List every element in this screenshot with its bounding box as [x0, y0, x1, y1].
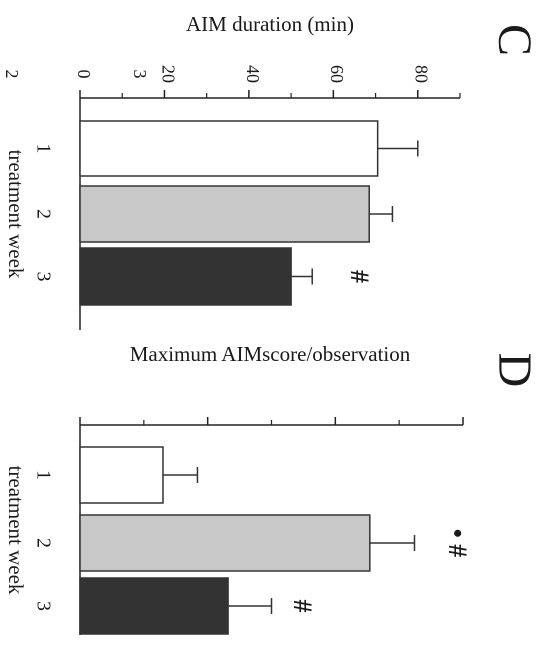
panel-c-category-label: 1 — [32, 144, 54, 154]
panel-c-category-axis-title: treatment week — [4, 150, 28, 279]
panel-d-tick-label: 3 — [130, 70, 150, 79]
panel-d-tick-label: 2 — [2, 70, 22, 79]
panel-c-tick-label: 40 — [243, 65, 263, 83]
panel-c-significance-marker: # — [345, 270, 374, 283]
panel-c-bar — [79, 185, 370, 243]
panel-d-bar — [79, 577, 229, 635]
panel-d-category-axis-title: treatment week — [4, 466, 28, 595]
panel-c-letter: C — [488, 24, 539, 56]
panel-c-tick-label: 0 — [74, 70, 94, 79]
panel-c-value-axis-title: AIM duration (min) — [186, 12, 354, 36]
panel-d-significance-marker: • # — [443, 529, 472, 558]
panel-d-category-label: 3 — [32, 601, 54, 611]
panel-d-category-label: 1 — [32, 470, 54, 480]
panel-c: C AIM duration (min) 0 20 40 60 80 1 2 3 # treatmen… — [4, 12, 539, 330]
panel-d: D Maximum AIMscore/observation 0 1 2 3 1 2 • # 3 #… — [2, 70, 539, 635]
panel-c-bar — [79, 120, 379, 177]
panel-c-category-label: 3 — [32, 272, 54, 282]
panel-c-category-label: 2 — [32, 209, 54, 219]
panel-d-letter: D — [488, 353, 539, 388]
panel-c-tick-label: 60 — [327, 65, 347, 83]
panel-c-tick-label: 20 — [158, 65, 178, 83]
panel-d-bar — [79, 446, 164, 504]
panel-c-tick-label: 80 — [412, 65, 432, 83]
panel-d-value-axis-title: Maximum AIMscore/observation — [130, 342, 411, 366]
panel-c-bar — [79, 247, 292, 306]
panel-d-bar — [79, 514, 371, 572]
panel-d-category-label: 2 — [32, 538, 54, 548]
panel-d-significance-marker: # — [288, 600, 317, 613]
